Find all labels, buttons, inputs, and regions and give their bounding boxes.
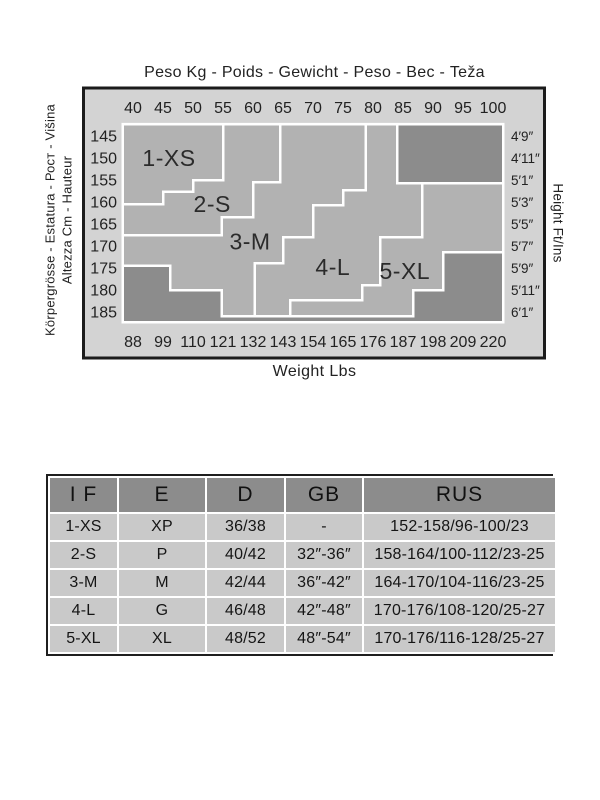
height-weight-size-chart: 1-XS 2-S 3-M 4-L 5-XL 40 88 45 99 50 110 55 121 60 132… <box>82 86 546 360</box>
ftin-tick-label: 5′11″ <box>511 283 540 298</box>
lbs-tick-label: 99 <box>154 334 172 351</box>
table-cell: 36″-42″ <box>284 568 364 598</box>
lbs-tick-label: 110 <box>180 334 206 351</box>
cm-tick-label: 150 <box>90 151 117 168</box>
table-cell: 1-XS <box>48 512 119 542</box>
cm-tick-label: 170 <box>90 239 117 256</box>
table-cell: 170-176/108-120/25-27 <box>362 596 557 626</box>
right-axis-title: Height Ft/Ins <box>550 183 566 263</box>
kg-tick-label: 100 <box>480 100 507 117</box>
column-header-rus: RUS <box>362 476 557 514</box>
out-of-range-region <box>121 250 505 324</box>
kg-tick-label: 45 <box>154 100 172 117</box>
column-header-i-f: I F <box>48 476 119 514</box>
ftin-tick-label: 5′1″ <box>511 173 534 188</box>
column-header-gb: GB <box>284 476 364 514</box>
cm-tick-label: 160 <box>90 195 117 212</box>
lbs-tick-label: 198 <box>420 334 447 351</box>
cm-tick-label: 145 <box>90 129 117 146</box>
left-axis-title-inner: Altezza Cm - Hauteur <box>59 155 75 285</box>
ftin-tick-label: 5′3″ <box>511 195 534 210</box>
table-cell: 164-170/104-116/23-25 <box>362 568 557 598</box>
lbs-tick-label: 121 <box>210 334 237 351</box>
table-cell: 48/52 <box>205 624 286 654</box>
lbs-tick-label: 143 <box>270 334 297 351</box>
kg-tick-label: 90 <box>424 100 442 117</box>
ftin-tick-label: 4′11″ <box>511 151 540 166</box>
table-row-2-s: 2-S P 40/42 32″-36″ 158-164/100-112/23-25 <box>48 540 557 570</box>
lbs-tick-label: 132 <box>240 334 267 351</box>
column-header-e: E <box>117 476 207 514</box>
kg-tick-label: 60 <box>244 100 262 117</box>
table-cell: - <box>284 512 364 542</box>
bottom-axis-title: Weight Lbs <box>272 363 357 380</box>
size-region-label-1-xs: 1-XS <box>142 145 195 171</box>
lbs-tick-label: 187 <box>390 334 417 351</box>
table-cell: 42/44 <box>205 568 286 598</box>
table-cell: P <box>117 540 207 570</box>
size-region-label-5-xl: 5-XL <box>380 258 431 284</box>
table-cell: 48″-54″ <box>284 624 364 654</box>
size-region-label-3-m: 3-M <box>229 229 270 255</box>
kg-tick-label: 65 <box>274 100 292 117</box>
out-of-range-region <box>395 122 505 185</box>
size-conversion-table: I F E D GB RUS 1-XS XP 36/38-152-158/96-100/23… <box>48 476 557 654</box>
cm-tick-label: 165 <box>90 217 117 234</box>
table-row-5-xl: 5-XL XL 48/52 48″-54″ 170-176/116-128/25-27 <box>48 624 557 654</box>
ftin-tick-label: 5′9″ <box>511 261 534 276</box>
table-cell: XP <box>117 512 207 542</box>
size-region-label-2-s: 2-S <box>194 191 231 217</box>
table-cell: 170-176/116-128/25-27 <box>362 624 557 654</box>
lbs-tick-label: 209 <box>450 334 477 351</box>
lbs-tick-label: 88 <box>124 334 142 351</box>
kg-tick-label: 80 <box>364 100 382 117</box>
ftin-tick-label: 6′1″ <box>511 305 534 320</box>
table-cell: G <box>117 596 207 626</box>
kg-tick-label: 55 <box>214 100 232 117</box>
table-cell: 32″-36″ <box>284 540 364 570</box>
table-cell: 152-158/96-100/23 <box>362 512 557 542</box>
cm-tick-label: 155 <box>90 173 117 190</box>
table-row-1-xs: 1-XS XP 36/38-152-158/96-100/23 <box>48 512 557 542</box>
lbs-tick-label: 154 <box>300 334 327 351</box>
cm-tick-label: 185 <box>90 305 117 322</box>
table-cell: 36/38 <box>205 512 286 542</box>
size-conversion-table-wrap: I F E D GB RUS 1-XS XP 36/38-152-158/96-100/23… <box>46 474 557 656</box>
kg-tick-label: 40 <box>124 100 142 117</box>
ftin-tick-label: 5′5″ <box>511 217 534 232</box>
lbs-tick-label: 176 <box>360 334 387 351</box>
size-region-label-4-l: 4-L <box>315 254 350 280</box>
table-cell: 42″-48″ <box>284 596 364 626</box>
kg-tick-label: 75 <box>334 100 352 117</box>
table-cell: 158-164/100-112/23-25 <box>362 540 557 570</box>
table-cell: M <box>117 568 207 598</box>
ftin-tick-label: 5′7″ <box>511 239 534 254</box>
table-header-row: I F E D GB RUS <box>48 476 557 514</box>
table-cell: 46/48 <box>205 596 286 626</box>
table-cell: 2-S <box>48 540 119 570</box>
lbs-tick-label: 220 <box>480 334 507 351</box>
table-cell: 3-M <box>48 568 119 598</box>
ftin-tick-label: 4′9″ <box>511 129 534 144</box>
kg-tick-label: 85 <box>394 100 412 117</box>
kg-tick-label: 50 <box>184 100 202 117</box>
column-header-d: D <box>205 476 286 514</box>
cm-tick-label: 180 <box>90 283 117 300</box>
table-row-4-l: 4-L G 46/48 42″-48″ 170-176/108-120/25-27 <box>48 596 557 626</box>
table-cell: 4-L <box>48 596 119 626</box>
kg-tick-label: 95 <box>454 100 472 117</box>
table-row-3-m: 3-M M 42/44 36″-42″ 164-170/104-116/23-25 <box>48 568 557 598</box>
kg-tick-label: 70 <box>304 100 322 117</box>
table-cell: 5-XL <box>48 624 119 654</box>
table-cell: XL <box>117 624 207 654</box>
lbs-tick-label: 165 <box>330 334 357 351</box>
chart-title-weight-kg: Peso Kg - Poids - Gewicht - Peso - Вес -… <box>144 64 485 81</box>
left-axis-title-outer: Körpergrösse - Estatura - Рост - Višina <box>42 104 58 336</box>
table-cell: 40/42 <box>205 540 286 570</box>
cm-tick-label: 175 <box>90 261 117 278</box>
